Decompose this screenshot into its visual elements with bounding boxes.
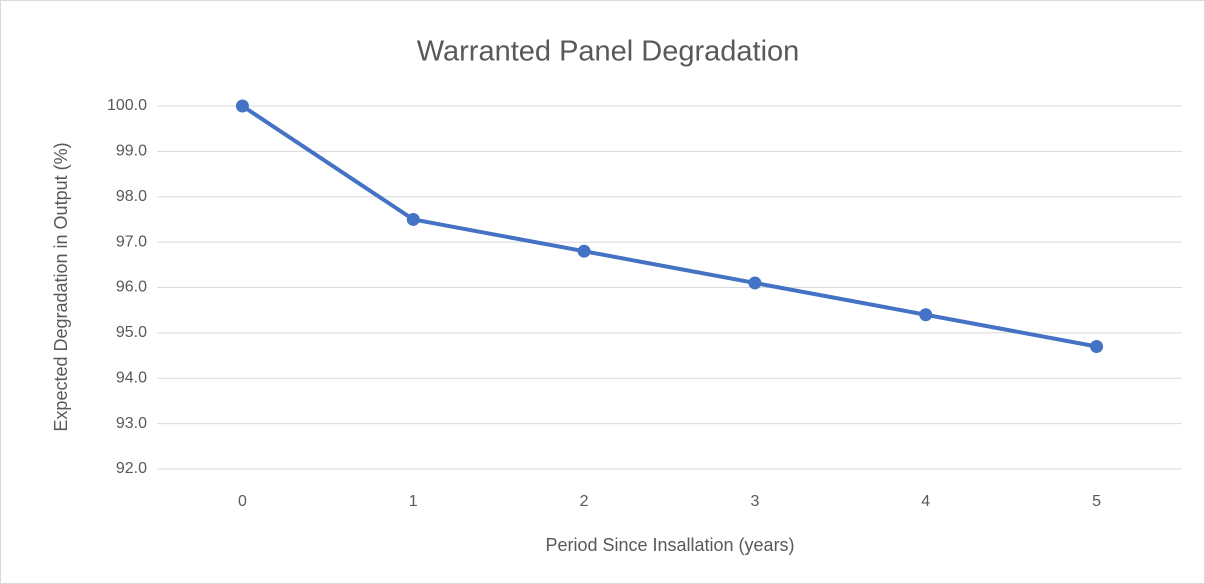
x-tick-label: 3	[750, 493, 759, 510]
y-tick-label: 95.0	[116, 324, 147, 341]
x-tick-label: 5	[1092, 493, 1101, 510]
y-tick-label: 96.0	[116, 279, 147, 296]
y-tick-label: 98.0	[116, 188, 147, 205]
data-point	[1090, 339, 1104, 353]
y-tick-label: 100.0	[107, 97, 147, 114]
data-point	[406, 212, 420, 226]
data-point	[235, 99, 249, 113]
x-tick-label: 4	[921, 493, 930, 510]
chart-title: Warranted Panel Degradation	[417, 36, 800, 68]
y-tick-label: 94.0	[116, 369, 147, 386]
y-tick-label: 97.0	[116, 233, 147, 250]
data-point	[577, 244, 591, 258]
y-tick-label: 93.0	[116, 415, 147, 432]
x-tick-label: 1	[409, 493, 418, 510]
data-point	[919, 308, 933, 322]
data-point	[748, 276, 762, 290]
y-tick-label: 99.0	[116, 143, 147, 160]
x-tick-label: 2	[580, 493, 589, 510]
y-tick-label: 92.0	[116, 460, 147, 477]
data-line	[241, 104, 1097, 349]
x-tick-label: 0	[238, 493, 247, 510]
y-axis-title: Expected Degradation in Output (%)	[51, 142, 71, 431]
x-axis-title: Period Since Insallation (years)	[545, 535, 794, 555]
